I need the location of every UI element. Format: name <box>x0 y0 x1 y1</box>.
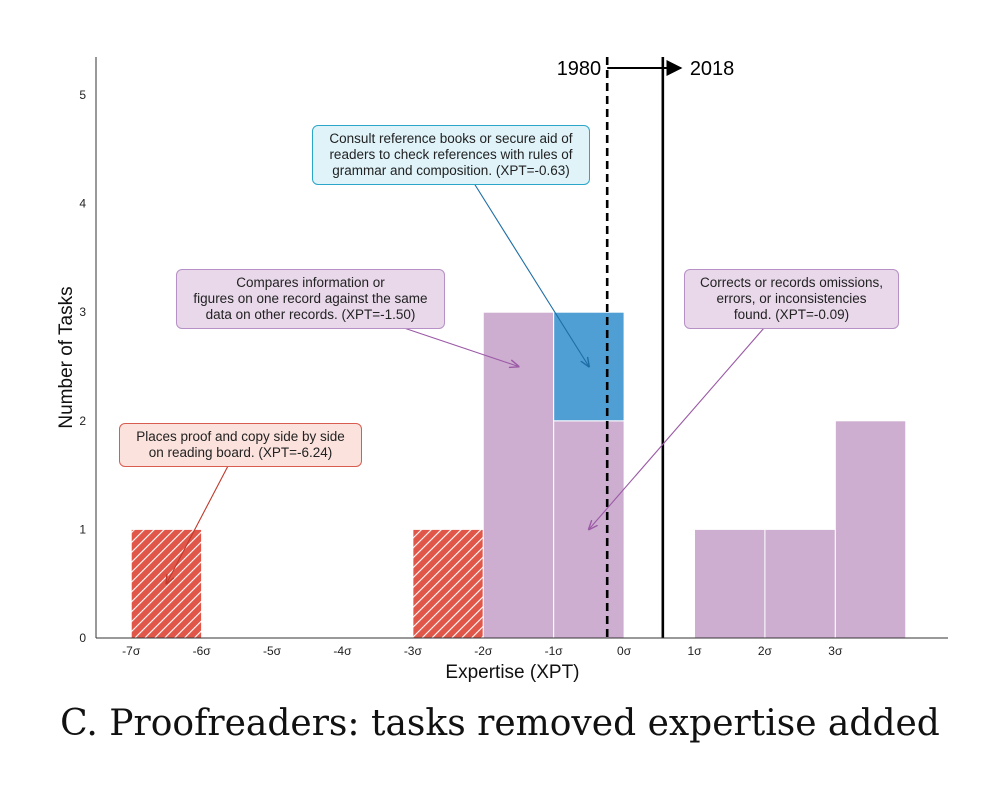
annotation-arrow <box>166 465 229 584</box>
annotation-arrow <box>403 327 518 367</box>
callout-line: data on other records. (XPT=-1.50) <box>205 307 416 322</box>
bar-retained <box>482 311 555 639</box>
x-tick-label: -1σ <box>545 644 564 658</box>
x-tick-label: -6σ <box>193 644 212 658</box>
axes: 0 1 2 3 4 5 -7σ -6σ -5σ -4σ -3σ -2σ -1σ 0σ 1σ 2σ 3σ Exper… <box>56 57 948 683</box>
y-tick-label: 0 <box>79 631 86 645</box>
annotation-arrow <box>589 327 765 529</box>
x-tick-label: 2σ <box>758 644 773 658</box>
callout-corrects-omissions: Corrects or records omissions, errors, o… <box>684 269 899 329</box>
callout-line: Consult reference books or secure aid of <box>329 131 573 146</box>
x-axis-title: Expertise (XPT) <box>445 662 579 683</box>
y-tick-label: 1 <box>79 522 86 536</box>
y-tick-label: 2 <box>79 414 86 428</box>
callout-line: errors, or inconsistencies <box>716 291 867 306</box>
x-tick-label: 3σ <box>828 644 843 658</box>
bar-retained <box>694 528 766 639</box>
histogram-chart: 1980 2018 0 1 2 3 4 5 -7σ -6σ -5σ -4σ -3σ -2σ -1σ 0σ 1σ… <box>56 57 948 683</box>
x-tick-label: -3σ <box>404 644 423 658</box>
callout-places-proof: Places proof and copy side by side on re… <box>119 423 362 467</box>
y-axis-title: Number of Tasks <box>56 286 77 428</box>
callout-line: grammar and composition. (XPT=-0.63) <box>332 163 570 178</box>
callout-compares-information: Compares information or figures on one r… <box>176 269 445 329</box>
reference-label-1980: 1980 <box>557 58 602 80</box>
x-tick-label: 1σ <box>687 644 702 658</box>
y-tick-label: 5 <box>79 88 86 102</box>
callout-line: figures on one record against the same <box>193 291 428 306</box>
callout-line: Corrects or records omissions, <box>699 275 884 290</box>
y-tick-label: 3 <box>79 305 86 319</box>
bars-layer <box>130 311 907 639</box>
x-tick-label: -7σ <box>122 644 141 658</box>
bar-removed <box>412 528 484 639</box>
reference-label-2018: 2018 <box>690 58 735 80</box>
bar-retained <box>764 528 836 639</box>
x-tick-label: -4σ <box>333 644 352 658</box>
annotation-arrows <box>166 179 765 584</box>
reference-lines: 1980 2018 <box>557 57 735 638</box>
bar-retained <box>834 420 907 639</box>
annotation-arrow <box>471 179 589 367</box>
x-tick-label: 0σ <box>617 644 632 658</box>
callout-line: Places proof and copy side by side <box>136 429 345 444</box>
callout-line: found. (XPT=-0.09) <box>733 307 850 322</box>
x-tick-label: -5σ <box>263 644 282 658</box>
callout-line: on reading board. (XPT=-6.24) <box>148 445 333 460</box>
x-tick-label: -2σ <box>474 644 493 658</box>
y-tick-label: 4 <box>79 197 86 211</box>
callout-line: Compares information or <box>236 275 385 290</box>
callout-consult-reference-books: Consult reference books or secure aid of… <box>312 125 590 185</box>
bar-removed <box>130 528 203 639</box>
callout-line: readers to check references with rules o… <box>329 147 573 162</box>
figure-caption: C. Proofreaders: tasks removed expertise… <box>60 703 940 744</box>
